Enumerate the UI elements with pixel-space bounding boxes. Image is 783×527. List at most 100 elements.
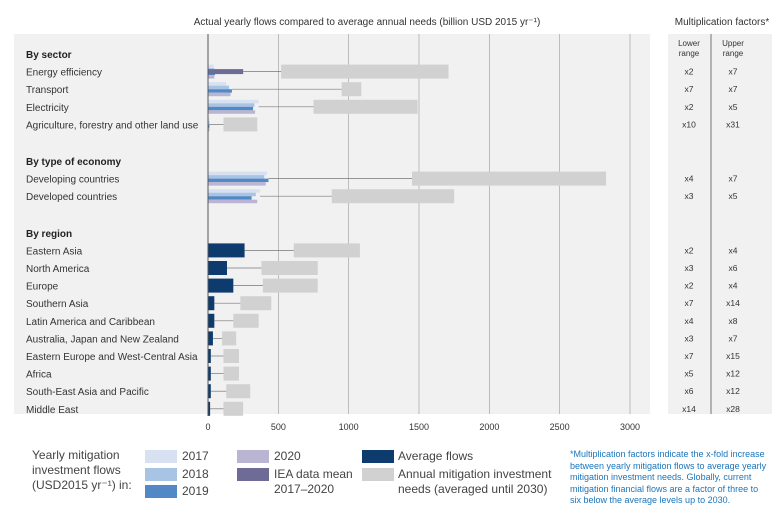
upper-factor-developing-countries: x7 bbox=[729, 174, 738, 184]
row-label-developing-countries: Developing countries bbox=[26, 175, 119, 186]
lower-factor-transport: x7 bbox=[685, 84, 694, 94]
bar-2018-transport bbox=[208, 85, 230, 90]
lower-factor-north-america: x3 bbox=[685, 263, 694, 273]
lower-factor-eastern-europe-and-west-central-asia: x7 bbox=[685, 351, 694, 361]
row-label-agriculture-forestry-and-other-land-use: Agriculture, forestry and other land use bbox=[26, 120, 199, 131]
legend: Yearly mitigation investment flows (USD2… bbox=[0, 440, 783, 527]
lower-range-header: Lower range bbox=[678, 39, 700, 58]
lower-factor-australia-japan-and-new-zealand: x3 bbox=[685, 333, 694, 343]
bar-2017-electricity bbox=[208, 99, 259, 104]
legend-label-iea: IEA data mean 2017–2020 bbox=[274, 467, 353, 496]
bar-2017-developing-countries bbox=[208, 171, 268, 176]
needs-bar-africa bbox=[223, 366, 239, 381]
legend-label-2017: 2017 bbox=[182, 449, 209, 463]
bar-iea-energy-efficiency bbox=[208, 69, 244, 75]
legend-label-2018: 2018 bbox=[182, 467, 209, 481]
bar-average-southern-asia bbox=[208, 296, 215, 311]
legend-swatch-needs bbox=[362, 468, 394, 481]
row-label-eastern-asia: Eastern Asia bbox=[26, 246, 83, 257]
needs-bar-agriculture-forestry-and-other-land-use bbox=[223, 117, 258, 132]
needs-bar-transport bbox=[341, 82, 362, 97]
row-label-southern-asia: Southern Asia bbox=[26, 299, 89, 310]
legend-label-2019: 2019 bbox=[182, 484, 209, 498]
lower-range-header-line1: Lower bbox=[678, 39, 700, 48]
lower-factor-developing-countries: x4 bbox=[685, 174, 694, 184]
multiplication-values: x2 x7 x7 x7 x2 x5 x10 x31 x4 x7 x3 x5 x2 x4 x3 x6 x2 x4 x7… bbox=[682, 67, 740, 414]
flow-bars bbox=[208, 64, 269, 416]
needs-bar-developing-countries bbox=[411, 171, 607, 186]
needs-bar-southern-asia bbox=[240, 296, 272, 311]
bar-average-eastern-europe-and-west-central-asia bbox=[208, 349, 211, 363]
upper-range-header-line2: range bbox=[723, 49, 744, 58]
x-tick-label-1500: 1500 bbox=[409, 422, 429, 432]
lower-factor-southern-asia: x7 bbox=[685, 298, 694, 308]
bar-average-south-east-asia-and-pacific bbox=[208, 384, 211, 399]
x-tick-label-3000: 3000 bbox=[620, 422, 640, 432]
bar-2018-agriculture-forestry-and-other-land-use bbox=[208, 120, 210, 125]
upper-factor-transport: x7 bbox=[729, 84, 738, 94]
needs-bar-eastern-europe-and-west-central-asia bbox=[223, 349, 239, 363]
row-labels: By sector Energy efficiency Transport Elect… bbox=[26, 50, 199, 416]
lower-factor-europe: x2 bbox=[685, 281, 694, 291]
bar-average-europe bbox=[208, 278, 234, 293]
upper-factor-europe: x4 bbox=[729, 281, 738, 291]
bar-2020-energy-efficiency bbox=[208, 75, 215, 79]
upper-factor-energy-efficiency: x7 bbox=[729, 67, 738, 77]
bar-average-north-america bbox=[208, 261, 227, 275]
legend-swatch-2017 bbox=[145, 450, 177, 463]
upper-factor-developed-countries: x5 bbox=[729, 191, 738, 201]
needs-bar-eastern-asia bbox=[293, 243, 360, 258]
needs-bar-europe bbox=[262, 278, 318, 293]
bar-average-africa bbox=[208, 366, 211, 381]
x-tick-label-1000: 1000 bbox=[339, 422, 359, 432]
bar-2018-developed-countries bbox=[208, 192, 256, 197]
upper-range-header: Upper range bbox=[722, 39, 744, 58]
lower-factor-developed-countries: x3 bbox=[685, 191, 694, 201]
bar-2017-transport bbox=[208, 82, 227, 86]
bar-average-latin-america-and-caribbean bbox=[208, 313, 215, 328]
multiplication-panel bbox=[668, 34, 772, 414]
upper-factor-electricity: x5 bbox=[729, 102, 738, 112]
bar-2020-transport bbox=[208, 92, 231, 97]
legend-label-2020: 2020 bbox=[274, 449, 301, 463]
bar-2017-energy-efficiency bbox=[208, 64, 214, 69]
plot-panel bbox=[14, 34, 650, 414]
row-label-electricity: Electricity bbox=[26, 103, 69, 114]
multiplication-title: Multiplication factors* bbox=[675, 17, 770, 28]
lower-factor-agriculture-forestry-and-other-land-use: x10 bbox=[682, 119, 696, 129]
row-label-north-america: North America bbox=[26, 264, 90, 275]
chart-title: Actual yearly flows compared to average … bbox=[194, 17, 541, 28]
upper-factor-agriculture-forestry-and-other-land-use: x31 bbox=[726, 119, 740, 129]
legend-label-average: Average flows bbox=[398, 449, 474, 463]
lower-factor-electricity: x2 bbox=[685, 102, 694, 112]
footnote: *Multiplication factors indicate the x-f… bbox=[570, 449, 767, 505]
lower-factor-eastern-asia: x2 bbox=[685, 245, 694, 255]
bar-2019-developed-countries bbox=[208, 196, 252, 200]
row-label-developed-countries: Developed countries bbox=[26, 192, 117, 203]
needs-bar-latin-america-and-caribbean bbox=[233, 313, 259, 328]
bar-2020-developed-countries bbox=[208, 199, 258, 204]
upper-factor-middle-east: x28 bbox=[726, 404, 740, 414]
needs-bar-middle-east bbox=[223, 401, 244, 416]
upper-factor-africa: x12 bbox=[726, 369, 740, 379]
section-heading-by-region: By region bbox=[26, 229, 72, 240]
upper-factor-latin-america-and-caribbean: x8 bbox=[729, 316, 738, 326]
needs-bar-developed-countries bbox=[331, 189, 455, 204]
needs-bar-energy-efficiency bbox=[281, 64, 449, 79]
bar-average-eastern-asia bbox=[208, 243, 245, 258]
row-label-eastern-europe-and-west-central-asia: Eastern Europe and West-Central Asia bbox=[26, 352, 198, 363]
lower-factor-africa: x5 bbox=[685, 369, 694, 379]
bar-2017-developed-countries bbox=[208, 189, 261, 193]
needs-bar-electricity bbox=[313, 99, 418, 114]
legend-swatch-2018 bbox=[145, 468, 177, 481]
lower-factor-energy-efficiency: x2 bbox=[685, 67, 694, 77]
row-label-latin-america-and-caribbean: Latin America and Caribbean bbox=[26, 317, 155, 328]
bar-2019-transport bbox=[208, 89, 232, 93]
upper-factor-eastern-asia: x4 bbox=[729, 245, 738, 255]
needs-bar-australia-japan-and-new-zealand bbox=[222, 331, 237, 346]
legend-swatch-iea bbox=[237, 468, 269, 481]
upper-factor-south-east-asia-and-pacific: x12 bbox=[726, 386, 740, 396]
row-label-australia-japan-and-new-zealand: Australia, Japan and New Zealand bbox=[26, 334, 179, 345]
bar-average-middle-east bbox=[208, 401, 211, 416]
gridlines bbox=[278, 34, 631, 414]
